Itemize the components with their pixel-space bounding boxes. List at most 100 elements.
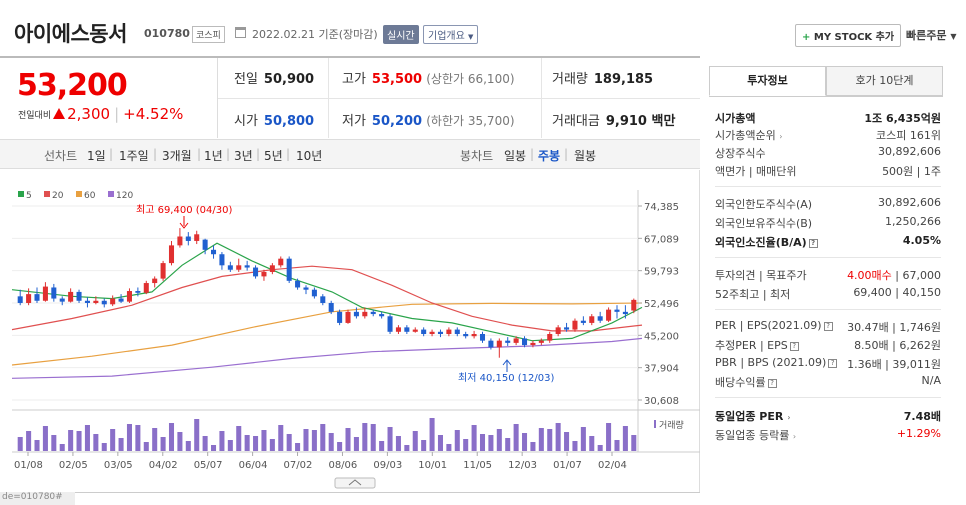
plus-icon: + bbox=[802, 32, 811, 43]
candle-body bbox=[362, 311, 368, 317]
high-price: 고가 53,500 (상한가 66,100) bbox=[342, 72, 515, 87]
volume-bar bbox=[93, 434, 99, 451]
volume-bar bbox=[547, 429, 553, 451]
realtime-button[interactable]: 실시간 bbox=[383, 25, 419, 44]
x-tick-label: 11/05 bbox=[463, 460, 492, 471]
candle-monthly[interactable]: 월봉 bbox=[574, 149, 597, 163]
ma20-line bbox=[11, 265, 643, 332]
market-cap-row: 시가총액 1조 6,435억원 bbox=[715, 112, 941, 125]
candle-daily[interactable]: 일봉 bbox=[504, 149, 527, 163]
candle-body bbox=[404, 327, 410, 332]
quote-grid: 전일 50,900 고가 53,500 (상한가 66,100) 거래량 189,18… bbox=[218, 58, 700, 138]
volume-bar bbox=[160, 437, 166, 451]
volume-bar bbox=[387, 427, 393, 451]
candle-body bbox=[370, 311, 376, 315]
candle-body bbox=[135, 291, 141, 293]
legend-swatch bbox=[76, 191, 82, 197]
chart-scroll-handle bbox=[334, 477, 376, 489]
period-5y[interactable]: 5년 bbox=[264, 149, 283, 163]
volume-bar bbox=[110, 429, 116, 451]
candle-body bbox=[547, 334, 553, 341]
stock-chart[interactable]: 74,385 67,089 59,793 52,496 45,200 37,904 30,6… bbox=[0, 170, 700, 492]
opinion-row: 투자의견 | 목표주가 4.00매수 | 67,000 bbox=[715, 269, 941, 282]
candle-body bbox=[42, 286, 48, 301]
tab-order-book[interactable]: 호가 10단계 bbox=[826, 66, 943, 96]
candle-body bbox=[227, 265, 233, 270]
candle-weekly[interactable]: 주봉 bbox=[538, 149, 561, 163]
candle-body bbox=[68, 291, 74, 302]
volume-bar bbox=[34, 440, 40, 451]
x-tick-label: 06/04 bbox=[239, 460, 268, 471]
foreign-ratio-row: 외국인소진율(B/A)? 4.05% bbox=[715, 234, 941, 249]
volume-bar bbox=[320, 424, 326, 451]
period-1d[interactable]: 1일 bbox=[87, 149, 106, 163]
y-tick-label: 59,793 bbox=[644, 267, 679, 278]
help-icon[interactable]: ? bbox=[823, 321, 833, 331]
my-stock-button[interactable]: + MY STOCK 추가 bbox=[795, 24, 902, 47]
low-arrow-head bbox=[502, 359, 512, 366]
volume-bar bbox=[404, 445, 410, 451]
candle-body bbox=[387, 316, 393, 332]
volume-bar bbox=[555, 423, 561, 451]
candle-body bbox=[194, 234, 200, 241]
volume-bar bbox=[505, 438, 511, 451]
period-1w[interactable]: 1주일 bbox=[119, 149, 149, 163]
industry-change-row[interactable]: 동일업종 등락률 › +1.29% bbox=[715, 427, 941, 442]
period-3y[interactable]: 3년 bbox=[234, 149, 253, 163]
volume-bar bbox=[311, 430, 317, 451]
52week-row: 52주최고 | 최저 69,400 | 40,150 bbox=[715, 286, 941, 301]
y-tick-label: 67,089 bbox=[644, 234, 679, 245]
dividend-row: 배당수익률? N/A bbox=[715, 374, 941, 389]
divider bbox=[715, 186, 941, 187]
volume-bar bbox=[572, 441, 578, 451]
x-tick-label: 09/03 bbox=[373, 460, 402, 471]
help-icon[interactable]: ? bbox=[789, 341, 799, 351]
divider bbox=[709, 96, 943, 97]
volume-bar bbox=[101, 443, 107, 451]
candle-body bbox=[211, 249, 217, 255]
volume-bar bbox=[26, 431, 32, 451]
candle-body bbox=[328, 302, 334, 312]
divider bbox=[218, 98, 700, 99]
period-10y[interactable]: 10년 bbox=[296, 149, 323, 163]
volume-bar bbox=[589, 436, 595, 451]
volume-bar bbox=[168, 423, 175, 451]
quick-order-button[interactable]: 빠른주문 ▼ bbox=[906, 29, 957, 42]
candle-body bbox=[496, 340, 502, 348]
candle-body bbox=[244, 265, 250, 268]
help-icon[interactable]: ? bbox=[828, 358, 838, 368]
industry-per-row[interactable]: 동일업종 PER › 7.48배 bbox=[715, 410, 941, 423]
candle-body bbox=[261, 271, 267, 277]
divider bbox=[328, 58, 329, 138]
per-eps-row: PER | EPS(2021.09)? 30.47배 | 1,746원 bbox=[715, 319, 941, 334]
period-3m[interactable]: 3개월 bbox=[162, 149, 192, 163]
volume-bar bbox=[421, 440, 427, 451]
candle-body bbox=[34, 294, 40, 301]
candle-body bbox=[236, 265, 242, 270]
help-icon[interactable]: ? bbox=[808, 238, 818, 248]
chevron-right-icon: › bbox=[787, 413, 791, 422]
candle-body bbox=[597, 316, 603, 321]
price-change: 전일대비 2,300 | +4.52% bbox=[18, 105, 184, 123]
legend-swatch bbox=[108, 191, 114, 197]
volume-bar bbox=[345, 428, 351, 451]
period-1y[interactable]: 1년 bbox=[204, 149, 223, 163]
market-cap-rank-row[interactable]: 시가총액순위 › 코스피 161위 bbox=[715, 129, 941, 142]
volume-bar bbox=[622, 426, 628, 451]
stock-code: 010780 bbox=[144, 27, 190, 40]
tab-investment-info[interactable]: 투자정보 bbox=[709, 66, 826, 96]
volume-bar bbox=[471, 425, 477, 451]
candle-body bbox=[429, 331, 435, 335]
volume-bar bbox=[463, 439, 469, 451]
volume-bar bbox=[17, 437, 23, 451]
volume-bar bbox=[379, 441, 385, 451]
volume-bar bbox=[606, 423, 612, 451]
candle-body bbox=[110, 298, 116, 305]
candle-body bbox=[101, 300, 107, 305]
help-icon[interactable]: ? bbox=[767, 378, 777, 388]
status-url-fragment: de=010780# bbox=[0, 492, 75, 505]
company-info-button[interactable]: 기업개요 ▼ bbox=[423, 25, 479, 44]
candle-body bbox=[572, 320, 578, 330]
candle-body bbox=[177, 236, 183, 246]
volume-label: 거래량 bbox=[659, 419, 684, 431]
